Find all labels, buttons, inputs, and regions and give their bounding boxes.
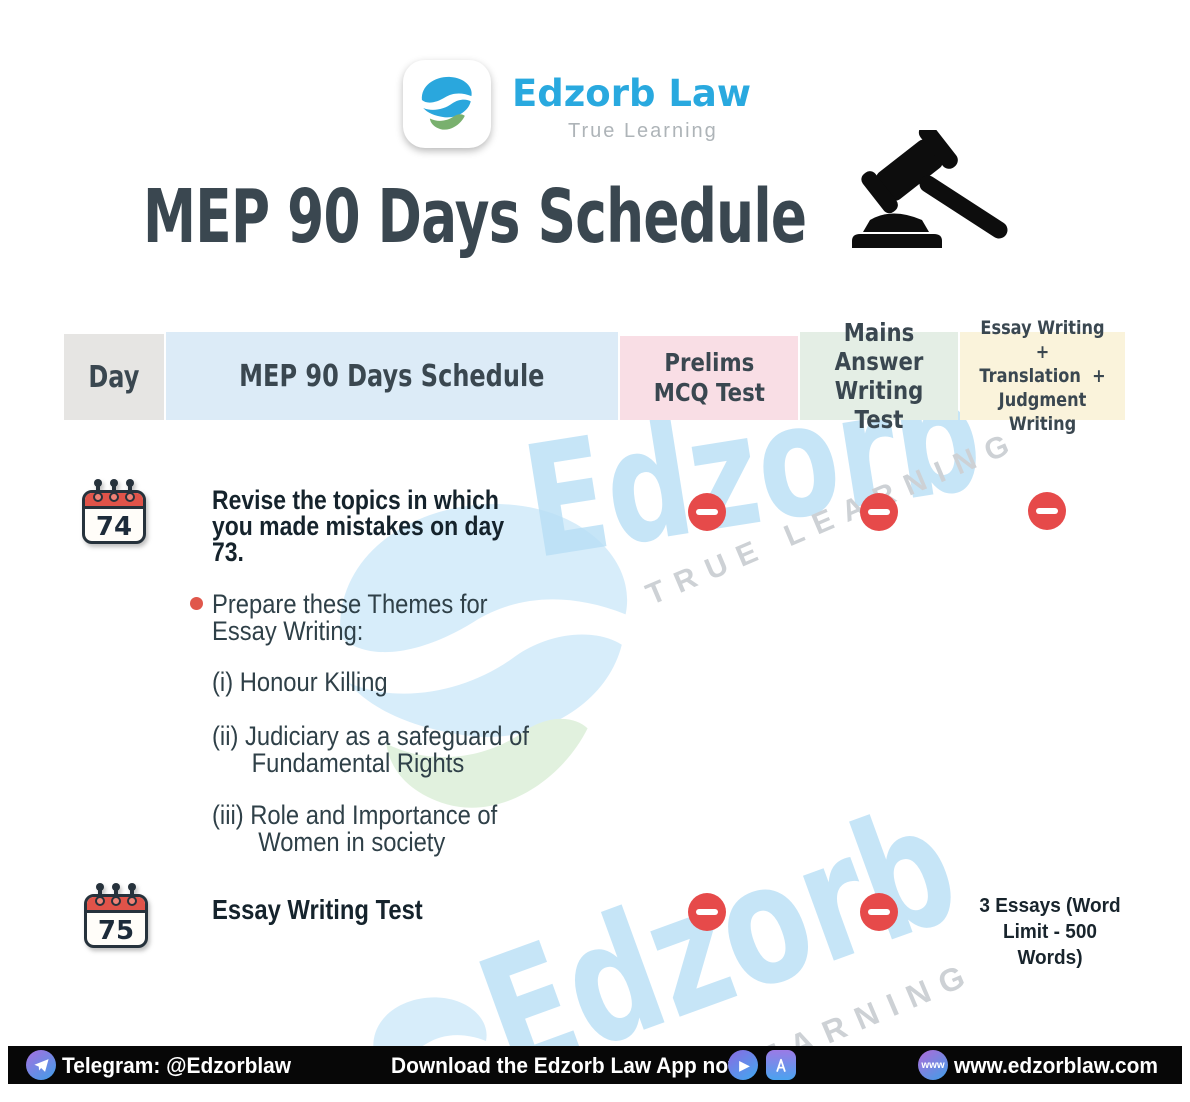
no-test-icon-mains-day-74 [860,493,898,531]
brand-name: Edzorb Law [512,72,752,115]
column-header-label: Mains Answer Writing Test [834,318,924,434]
no-test-icon-prelims-day-74 [688,493,726,531]
calendar-icon-day-75: 75 [84,883,148,948]
edzorb-swirl-watermark [373,997,487,1046]
task-text-day-75: Essay Writing Test [212,894,423,925]
watermark-layer: Edzorb TRUE LEARNING Edzorb TRUE LEARNIN… [340,344,1025,1046]
no-test-icon-essay-day-74 [1028,492,1066,530]
no-test-icon-mains-day-75 [860,893,898,931]
column-header-label: Essay Writing + Translation + Judgment W… [979,317,1106,435]
column-header-essay-translation: Essay Writing + Translation + Judgment W… [960,317,1125,435]
telegram-label[interactable]: Telegram: @Edzorblaw [62,1053,292,1078]
gavel-icon [852,130,1008,248]
essay-note-day-75: 3 Essays (Word Limit - 500 Words) [979,895,1121,969]
download-label: Download the Edzorb Law App now [391,1053,745,1078]
brand-tagline: True Learning [568,120,718,142]
page-title: MEP 90 Days Schedule [143,174,807,260]
edzorb-swirl-watermark [340,504,628,808]
footer-bar: Telegram: @Edzorblaw Download the Edzorb… [8,1046,1182,1084]
no-test-icon-prelims-day-75 [688,893,726,931]
day-number: 74 [95,512,133,542]
bullet-dot [190,597,203,610]
column-header-mains-answer: Mains Answer Writing Test [800,318,958,434]
column-header-prelims-mcq: Prelims MCQ Test [620,336,798,420]
task-text-day-74: Revise the topics in which you made mist… [212,485,505,567]
website-label[interactable]: www.edzorblaw.com [954,1053,1159,1078]
list-item-honour-killing: (i) Honour Killing [212,667,388,697]
column-header-label: Prelims MCQ Test [653,348,765,407]
telegram-icon[interactable] [26,1050,56,1080]
google-play-icon[interactable]: ▶ [728,1050,758,1080]
column-header-label: MEP 90 Days Schedule [239,358,545,394]
list-item-judiciary: (ii) Judiciary as a safeguard of Fundame… [212,721,529,778]
calendar-icon-day-74: 74 [82,479,146,544]
app-store-icon[interactable] [766,1050,796,1080]
globe-icon[interactable]: www [918,1050,948,1080]
edzorb-logo-icon [403,60,491,148]
column-header-label: Day [88,359,140,395]
column-header-schedule: MEP 90 Days Schedule [166,332,618,420]
list-item-role-of-women: (iii) Role and Importance of Women in so… [212,800,498,857]
bullet-text: Prepare these Themes for Essay Writing: [212,589,488,646]
column-header-day: Day [64,334,164,420]
day-number: 75 [97,916,135,946]
